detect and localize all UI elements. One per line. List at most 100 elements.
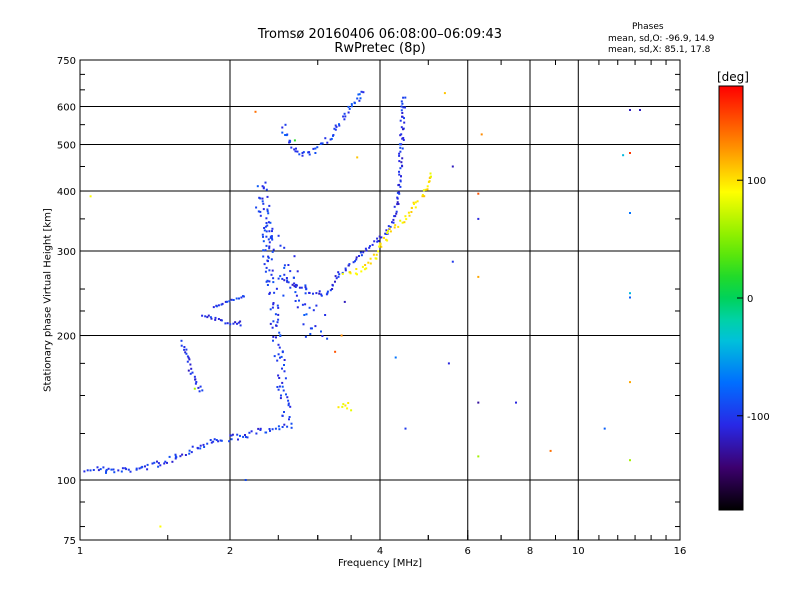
echo-point	[156, 460, 158, 463]
echo-point	[416, 200, 419, 203]
echo-point	[277, 388, 280, 391]
echo-point	[269, 221, 272, 224]
echo-point	[159, 464, 162, 467]
echo-point	[256, 185, 259, 188]
echo-point	[423, 195, 426, 198]
echo-point	[350, 105, 353, 108]
echo-point	[262, 235, 264, 238]
echo-point	[276, 386, 279, 388]
isolated-echo-point	[549, 449, 552, 452]
y-tick-label: 300	[57, 247, 76, 258]
echo-point	[326, 290, 329, 293]
isolated-echo-point	[477, 217, 480, 220]
echo-point	[117, 469, 120, 472]
echo-point	[414, 206, 417, 209]
echo-point	[197, 447, 199, 450]
echo-point	[365, 249, 368, 252]
echo-point	[295, 147, 297, 150]
echo-point	[144, 465, 146, 468]
echo-trace	[281, 90, 365, 157]
y-tick-label: 100	[57, 476, 76, 487]
isolated-echo-point	[193, 387, 196, 390]
echo-point	[294, 300, 297, 302]
echo-point	[283, 264, 286, 267]
echo-point	[347, 264, 350, 267]
echo-point	[365, 267, 368, 270]
echo-point	[330, 137, 333, 140]
echo-point	[163, 462, 166, 465]
phases-stats-x: mean, sd,X: 85.1, 17.8	[608, 45, 711, 55]
echo-point	[283, 273, 286, 276]
echo-point	[220, 439, 223, 442]
echo-point	[202, 443, 205, 446]
echo-point	[298, 286, 301, 289]
echo-point	[396, 196, 399, 199]
echo-point	[290, 422, 293, 425]
echo-point	[138, 467, 141, 470]
echo-point	[110, 468, 113, 471]
echo-point	[181, 453, 184, 456]
echo-point	[272, 277, 275, 280]
echo-point	[275, 324, 278, 327]
echo-point	[329, 138, 332, 141]
echo-point	[363, 268, 366, 271]
echo-point	[264, 270, 267, 273]
isolated-echo-point	[394, 356, 397, 359]
echo-trace	[277, 96, 407, 297]
echo-point	[343, 112, 346, 115]
isolated-echo-point	[254, 110, 257, 113]
echo-point	[357, 93, 360, 96]
echo-point	[343, 118, 346, 121]
echo-point	[284, 123, 287, 126]
echo-point	[204, 315, 207, 318]
echo-point	[309, 333, 312, 335]
echo-point	[281, 367, 283, 370]
echo-point	[378, 235, 381, 238]
echo-point	[283, 370, 286, 373]
echo-point	[355, 268, 358, 270]
echo-point	[334, 128, 337, 131]
echo-point	[314, 152, 317, 154]
echo-point	[237, 438, 239, 441]
echo-point	[293, 282, 296, 285]
echo-point	[191, 445, 194, 448]
echo-point	[403, 221, 406, 224]
echo-point	[354, 260, 356, 263]
echo-point	[349, 272, 352, 275]
echo-point	[171, 460, 174, 463]
echo-point	[271, 238, 274, 241]
echo-trace	[180, 339, 204, 393]
echo-point	[271, 269, 274, 272]
echo-point	[266, 208, 269, 211]
echo-point	[324, 314, 327, 316]
echo-point	[86, 469, 89, 472]
echo-point	[398, 152, 401, 155]
echo-point	[312, 292, 314, 295]
echo-point	[294, 291, 297, 294]
echo-point	[368, 246, 371, 249]
echo-point	[337, 406, 340, 409]
echo-point	[400, 126, 403, 129]
echo-point	[234, 321, 237, 324]
echo-point	[183, 348, 186, 351]
echo-point	[294, 286, 297, 288]
echo-point	[362, 251, 365, 254]
echo-point	[273, 291, 276, 294]
echo-point	[399, 146, 402, 149]
echo-point	[315, 304, 318, 307]
echo-point	[403, 121, 406, 124]
x-axis-title: Frequency [MHz]	[337, 558, 423, 569]
isolated-echo-point	[443, 92, 446, 95]
echo-point	[289, 270, 292, 273]
x-tick-label: 8	[527, 546, 533, 557]
isolated-echo-point	[629, 212, 631, 214]
echo-point	[228, 300, 231, 303]
isolated-echo-point	[293, 139, 296, 142]
echo-point	[385, 229, 388, 232]
echo-point	[347, 402, 350, 404]
echo-point	[405, 218, 408, 221]
echo-point	[301, 152, 304, 154]
echo-point	[353, 101, 356, 104]
echo-point	[277, 313, 280, 316]
echo-point	[283, 411, 285, 413]
